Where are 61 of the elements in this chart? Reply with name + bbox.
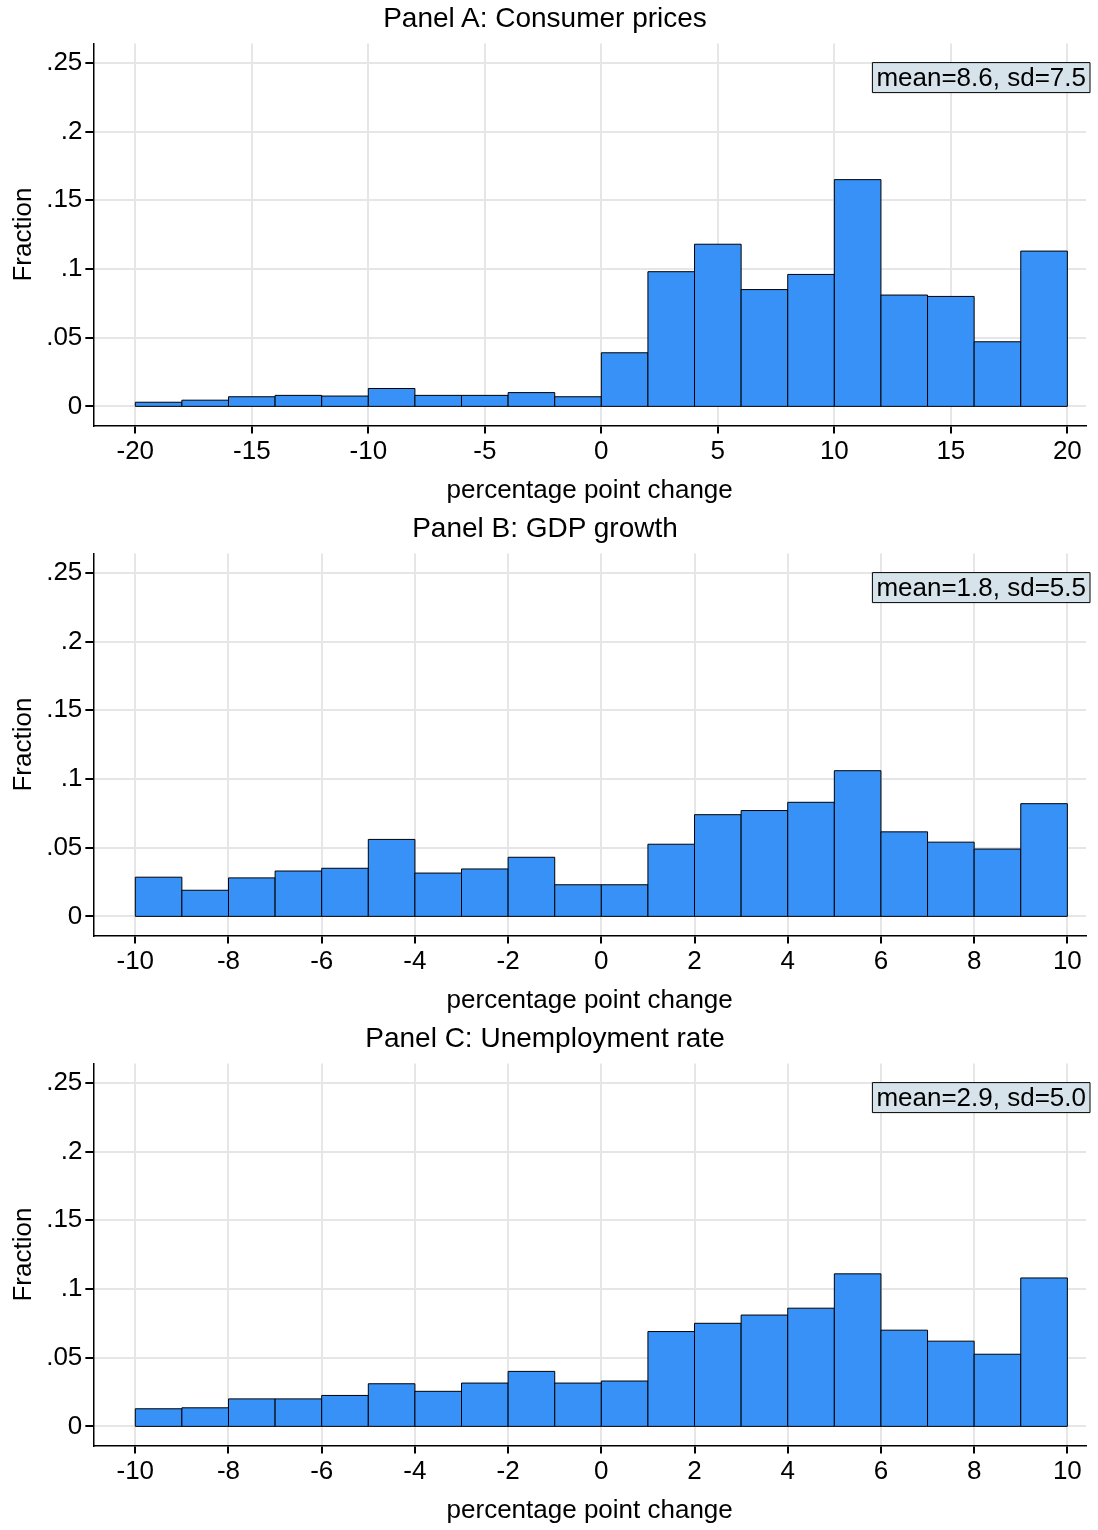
x-tick-label: 4 [780,945,795,976]
x-tick-label: 8 [966,1455,982,1486]
chart-title: Panel C: Unemployment rate [365,1021,725,1053]
x-tick-label: 2 [687,1455,702,1486]
x-tick-label: -10 [349,435,388,466]
x-tick-label: 0 [594,945,609,976]
y-tick-label: .05 [46,830,83,861]
x-tick-label: -4 [403,945,427,976]
y-tick-label: 0 [67,389,83,420]
y-tick-label: .05 [46,320,83,351]
annotation: mean=1.8, sd=5.5 [876,571,1086,602]
x-tick-label: -6 [310,1455,334,1486]
x-tick-label: 4 [780,1455,795,1486]
y-tick-label: .05 [46,1340,83,1371]
x-axis-title: percentage point change [446,1493,733,1524]
y-tick-label: 0 [67,1409,83,1440]
x-tick-label: -15 [233,435,271,466]
x-tick-label: -5 [473,435,497,466]
y-tick-label: .25 [46,556,83,587]
x-tick-label: -20 [116,435,155,466]
y-tick-label: .15 [46,1203,83,1234]
x-tick-label: -8 [216,945,241,976]
x-tick-label: 10 [1052,945,1082,976]
x-tick-label: 0 [594,1455,609,1486]
y-tick-label: .1 [60,1272,83,1303]
chart-title: Panel B: GDP growth [412,511,678,543]
x-tick-label: 10 [1052,1455,1082,1486]
x-tick-label: -2 [496,1455,520,1486]
x-tick-label: 0 [594,435,609,466]
y-tick-label: 0 [67,899,83,930]
x-tick-label: 6 [873,1455,889,1486]
x-tick-label: 8 [966,945,982,976]
x-tick-label: -4 [403,1455,427,1486]
x-tick-label: -10 [116,1455,155,1486]
x-tick-label: -2 [496,945,520,976]
chart-title: Panel A: Consumer prices [383,1,707,33]
x-tick-label: -10 [116,945,155,976]
y-tick-label: .2 [60,624,83,655]
x-tick-label: -6 [310,945,334,976]
x-tick-label: 5 [710,435,726,466]
annotation: mean=2.9, sd=5.0 [876,1081,1086,1112]
y-tick-label: .15 [46,183,83,214]
annotation: mean=8.6, sd=7.5 [876,61,1086,92]
x-axis-title: percentage point change [446,983,733,1014]
y-axis-title: Fraction [6,697,37,792]
y-tick-label: .15 [46,693,83,724]
y-tick-label: .2 [60,114,83,145]
x-tick-label: 2 [687,945,702,976]
y-tick-label: .25 [46,1066,83,1097]
y-tick-label: .1 [60,252,83,283]
x-axis-title: percentage point change [446,473,733,504]
x-tick-label: 6 [873,945,889,976]
x-tick-label: -8 [216,1455,241,1486]
y-axis-title: Fraction [6,1207,37,1302]
x-tick-label: 15 [936,435,966,466]
y-tick-label: .1 [60,762,83,793]
y-axis-title: Fraction [6,187,37,282]
y-tick-label: .2 [60,1134,83,1165]
x-tick-label: 20 [1052,435,1082,466]
x-tick-label: 10 [819,435,849,466]
y-tick-label: .25 [46,46,83,77]
